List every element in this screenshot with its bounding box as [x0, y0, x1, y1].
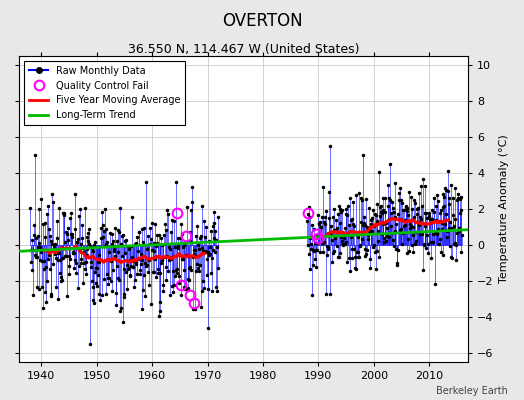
Text: Berkeley Earth: Berkeley Earth [436, 386, 508, 396]
Text: OVERTON: OVERTON [222, 12, 302, 30]
Title: 36.550 N, 114.467 W (United States): 36.550 N, 114.467 W (United States) [128, 43, 359, 56]
Y-axis label: Temperature Anomaly (°C): Temperature Anomaly (°C) [499, 135, 509, 283]
Legend: Raw Monthly Data, Quality Control Fail, Five Year Moving Average, Long-Term Tren: Raw Monthly Data, Quality Control Fail, … [24, 61, 185, 125]
